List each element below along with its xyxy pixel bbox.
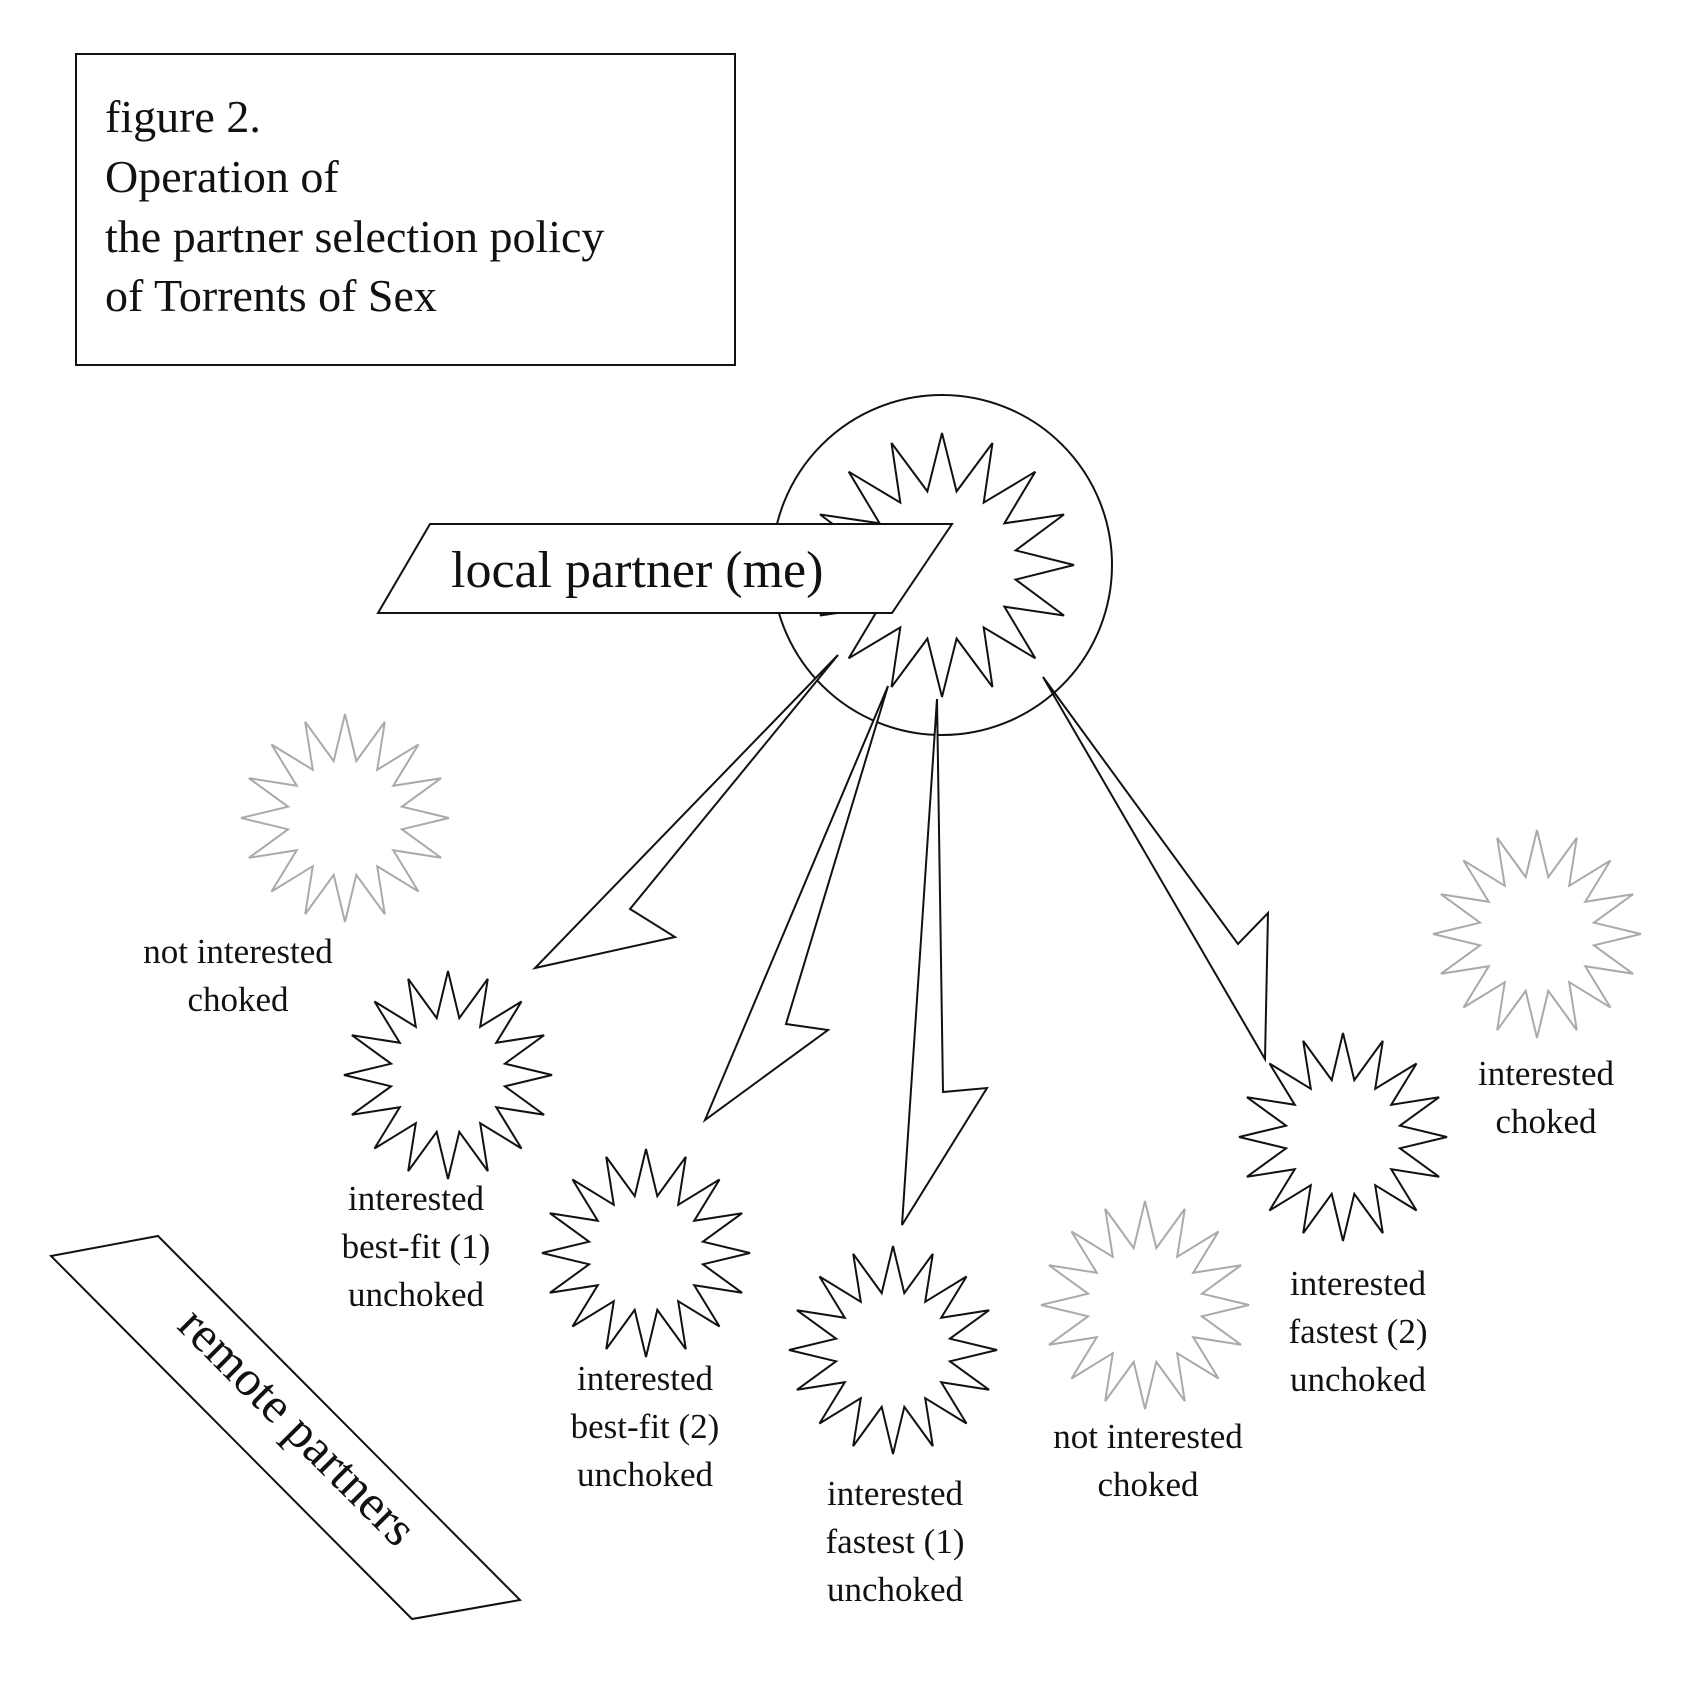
peer-labels: not interested choked interested best-fit (… bbox=[143, 932, 1614, 1609]
peer-label-line: best-fit (2) bbox=[571, 1407, 720, 1446]
peer-label-line: not interested bbox=[143, 932, 333, 971]
peer-label-p6: interested fastest (2) unchoked bbox=[1289, 1264, 1428, 1399]
peer-p1-starburst-icon bbox=[240, 713, 450, 923]
title-frame bbox=[75, 53, 736, 366]
remote-peer-stars bbox=[240, 713, 1642, 1455]
peer-label-line: choked bbox=[187, 980, 289, 1019]
connection-bolt-best-fit-2 bbox=[702, 685, 889, 1123]
peer-p3-starburst-icon bbox=[541, 1148, 751, 1358]
peer-label-line: interested bbox=[1290, 1264, 1427, 1303]
connection-bolt-best-fit-1 bbox=[531, 654, 839, 970]
peer-label-line: unchoked bbox=[577, 1455, 714, 1494]
peer-label-p2: interested best-fit (1) unchoked bbox=[342, 1179, 491, 1314]
peer-label-line: unchoked bbox=[348, 1275, 485, 1314]
peer-label-line: not interested bbox=[1053, 1417, 1243, 1456]
local-partner-label: local partner (me) bbox=[451, 542, 823, 599]
peer-p7-starburst-icon bbox=[1432, 829, 1642, 1039]
title-box: figure 2. Operation of the partner selec… bbox=[75, 53, 736, 366]
peer-label-p5: not interested choked bbox=[1053, 1417, 1243, 1504]
peer-label-line: best-fit (1) bbox=[342, 1227, 491, 1266]
peer-label-line: interested bbox=[1478, 1054, 1615, 1093]
peer-p2-starburst-icon bbox=[343, 970, 553, 1180]
connection-bolt-fastest-2 bbox=[1042, 676, 1270, 1063]
peer-p6-starburst-icon bbox=[1238, 1032, 1448, 1242]
peer-label-line: choked bbox=[1097, 1465, 1199, 1504]
connection-bolt-fastest-1 bbox=[901, 698, 989, 1226]
local-partner-banner-shape bbox=[376, 523, 954, 614]
title-line-1: figure 2. bbox=[105, 91, 261, 142]
peer-label-p3: interested best-fit (2) unchoked bbox=[571, 1359, 720, 1494]
local-partner-star bbox=[809, 432, 1075, 698]
peer-label-line: unchoked bbox=[827, 1570, 964, 1609]
peer-label-line: choked bbox=[1495, 1102, 1597, 1141]
peer-label-line: fastest (1) bbox=[826, 1522, 965, 1561]
peer-label-line: interested bbox=[827, 1474, 964, 1513]
peer-p4-starburst-icon bbox=[788, 1245, 998, 1455]
connections bbox=[531, 654, 1270, 1226]
peer-p5-starburst-icon bbox=[1040, 1200, 1250, 1410]
title-line-2: Operation of bbox=[105, 151, 339, 202]
peer-label-line: unchoked bbox=[1290, 1360, 1427, 1399]
local-partner-banner: local partner (me) bbox=[376, 523, 954, 614]
peer-label-p4: interested fastest (1) unchoked bbox=[826, 1474, 965, 1609]
peer-label-line: fastest (2) bbox=[1289, 1312, 1428, 1351]
remote-partners-label: remote partners bbox=[168, 1296, 428, 1557]
remote-partners-banner-shape bbox=[48, 1234, 523, 1621]
title-line-3: the partner selection policy bbox=[105, 211, 604, 262]
peer-label-p1: not interested choked bbox=[143, 932, 333, 1019]
local-partner-starburst-icon bbox=[809, 432, 1075, 698]
title-line-4: of Torrents of Sex bbox=[105, 270, 437, 321]
peer-label-line: interested bbox=[348, 1179, 485, 1218]
peer-label-line: interested bbox=[577, 1359, 714, 1398]
peer-label-p7: interested choked bbox=[1478, 1054, 1615, 1141]
